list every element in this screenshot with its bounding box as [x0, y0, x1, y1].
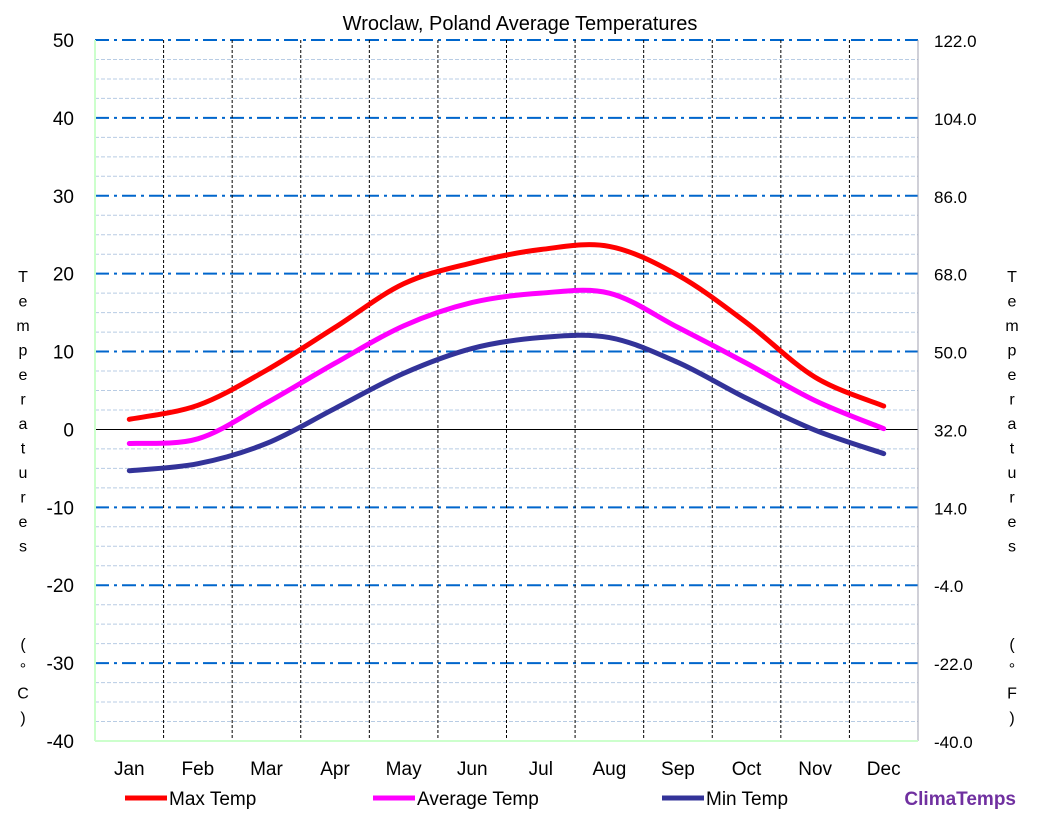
y-tick-label-left: 20: [53, 265, 74, 286]
x-tick-label: Sep: [661, 759, 695, 780]
y-tick-label-left: 50: [53, 31, 74, 52]
y-tick-label-right: 104.0: [934, 110, 977, 129]
y-tick-label-left: 30: [53, 187, 74, 208]
x-tick-label: Feb: [182, 759, 215, 780]
y-tick-label-left: -30: [47, 654, 74, 675]
y-tick-label-left: -40: [47, 732, 74, 753]
y-tick-label-left: 40: [53, 109, 74, 130]
y-tick-label-right: 50.0: [934, 344, 967, 363]
brand-logo: ClimaTemps: [904, 789, 1016, 810]
chart-title: Wroclaw, Poland Average Temperatures: [343, 13, 698, 35]
x-tick-label: Jun: [457, 759, 488, 780]
y-tick-label-right: -4.0: [934, 577, 963, 596]
y-tick-label-right: 14.0: [934, 499, 967, 518]
y-tick-label-left: -10: [47, 498, 74, 519]
legend-label: Max Temp: [169, 789, 256, 810]
x-tick-label: Dec: [867, 759, 901, 780]
y-tick-label-right: 86.0: [934, 188, 967, 207]
y-tick-label-right: 68.0: [934, 266, 967, 285]
y-tick-label-right: 32.0: [934, 421, 967, 440]
legend-label: Average Temp: [417, 789, 539, 810]
x-tick-label: Oct: [732, 759, 762, 780]
x-tick-label: Jul: [529, 759, 553, 780]
y-tick-label-right: -22.0: [934, 655, 973, 674]
y-tick-label-left: 10: [53, 343, 74, 364]
y-tick-label-right: -40.0: [934, 733, 973, 752]
x-tick-label: Jan: [114, 759, 145, 780]
y-tick-label-left: 0: [63, 420, 74, 441]
x-tick-label: Apr: [320, 759, 350, 780]
legend-label: Min Temp: [706, 789, 788, 810]
x-tick-label: Mar: [250, 759, 283, 780]
y-tick-label-left: -20: [47, 576, 74, 597]
x-tick-label: Nov: [798, 759, 832, 780]
y-tick-label-right: 122.0: [934, 32, 977, 51]
x-tick-label: Aug: [592, 759, 626, 780]
x-tick-label: May: [386, 759, 422, 780]
